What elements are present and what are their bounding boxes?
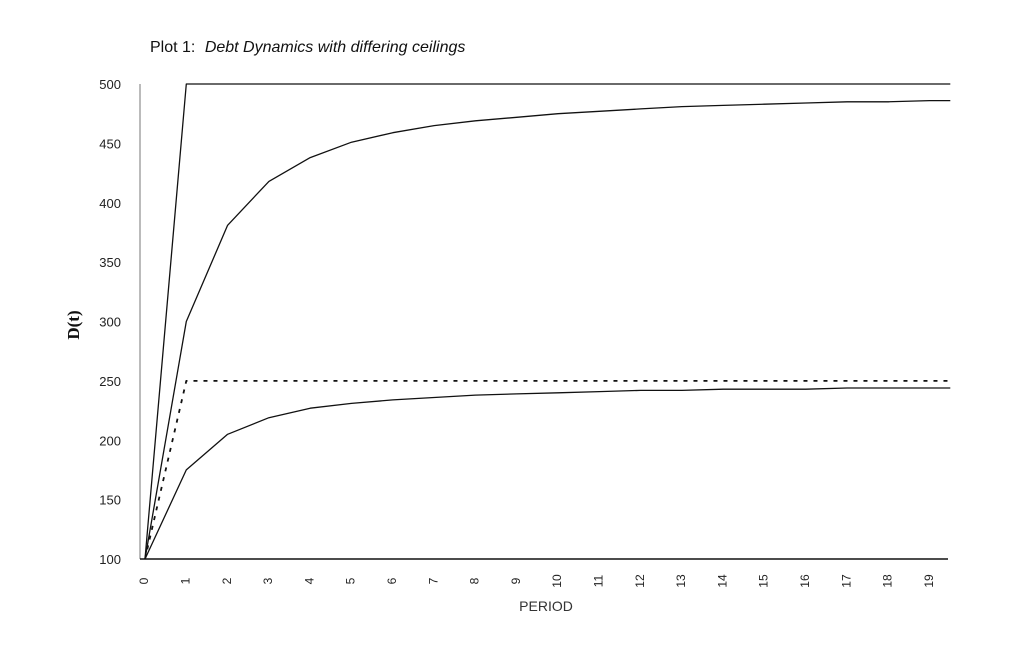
y-tick-label: 250: [99, 374, 121, 389]
x-tick-label: 13: [674, 574, 688, 588]
x-tick-label: 17: [839, 574, 853, 588]
series-line-2: [144, 99, 951, 560]
x-tick-label: 1: [178, 577, 192, 584]
series-layer: [144, 83, 951, 560]
series-line-4: [144, 387, 951, 560]
x-tick-label: 14: [715, 574, 729, 588]
x-tick-label: 19: [922, 574, 936, 588]
chart-title-prefix: Plot 1:: [150, 39, 195, 56]
chart-title: Plot 1: Debt Dynamics with differing cei…: [150, 39, 465, 56]
y-tick-label: 100: [99, 552, 121, 567]
y-tick-label: 200: [99, 433, 121, 448]
x-tick-label: 18: [881, 574, 895, 588]
series-line-1: [144, 83, 951, 560]
x-tick-label: 5: [344, 577, 358, 584]
x-tick-label: 16: [798, 574, 812, 588]
x-tick-label: 6: [385, 577, 399, 584]
y-axis-label: D(t): [64, 310, 83, 339]
x-tick-label: 2: [220, 577, 234, 584]
x-tick-label: 12: [633, 574, 647, 588]
x-tick-label: 8: [468, 577, 482, 584]
x-tick-label: 11: [591, 574, 605, 587]
y-tick-label: 450: [99, 136, 121, 151]
x-tick-labels: 0 1 2 3 4 5 6 7 8 9 10 11 12 13 14 15 16 17 18 19: [137, 574, 936, 588]
y-tick-label: 500: [99, 77, 121, 92]
series-line-3: [144, 379, 951, 560]
y-tick-label: 300: [99, 315, 121, 330]
x-tick-label: 0: [137, 577, 151, 584]
x-tick-label: 15: [757, 574, 771, 588]
x-tick-label: 9: [509, 577, 523, 584]
x-axis-label: PERIOD: [519, 598, 573, 614]
y-tick-label: 150: [99, 493, 121, 508]
chart-subtitle: Debt Dynamics with differing ceilings: [205, 39, 466, 56]
y-tick-label: 350: [99, 255, 121, 270]
x-tick-label: 4: [302, 577, 316, 584]
y-tick-label: 400: [99, 196, 121, 211]
x-tick-label: 3: [261, 577, 275, 584]
x-tick-label: 7: [426, 577, 440, 584]
y-tick-labels: 100 150 200 250 300 350 400 450 500: [99, 77, 121, 567]
x-tick-label: 10: [550, 574, 564, 588]
